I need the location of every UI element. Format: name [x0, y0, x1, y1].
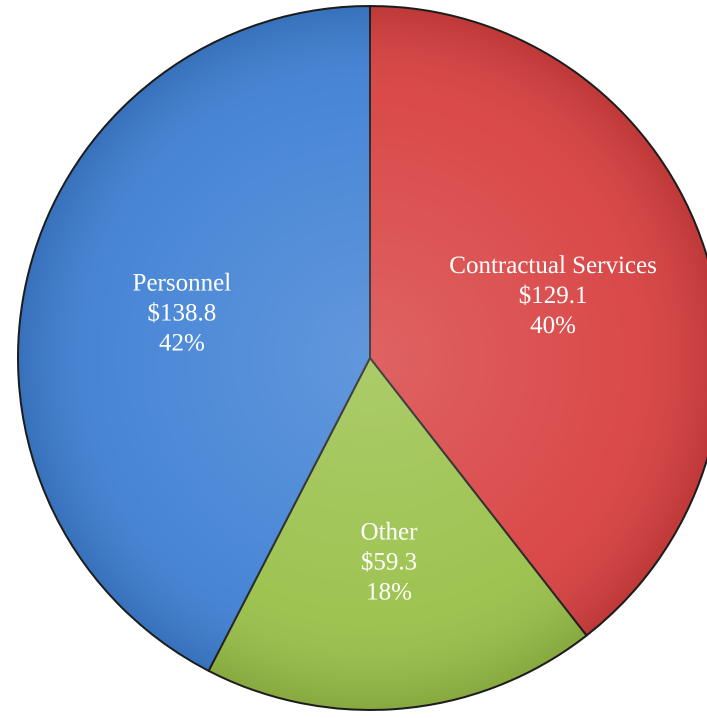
slice-percent-label: 40% [530, 312, 576, 339]
slice-value-label: $129.1 [519, 282, 588, 309]
slice-category-label: Other [361, 518, 419, 545]
pie-label-other: Other $59.3 18% [361, 518, 419, 605]
pie-label-contractual-services: Contractual Services $129.1 40% [449, 252, 657, 339]
pie-labels: Contractual Services $129.1 40% Other $59.3 1… [133, 252, 657, 605]
pie-label-personnel: Personnel $138.8 42% [133, 269, 232, 356]
slice-category-label: Personnel [133, 269, 232, 296]
pie-slices [16, 5, 707, 711]
slice-value-label: $138.8 [147, 299, 216, 326]
slice-percent-label: 18% [366, 578, 412, 605]
slice-category-label: Contractual Services [449, 252, 657, 279]
slice-percent-label: 42% [159, 329, 205, 356]
slice-value-label: $59.3 [361, 548, 417, 575]
